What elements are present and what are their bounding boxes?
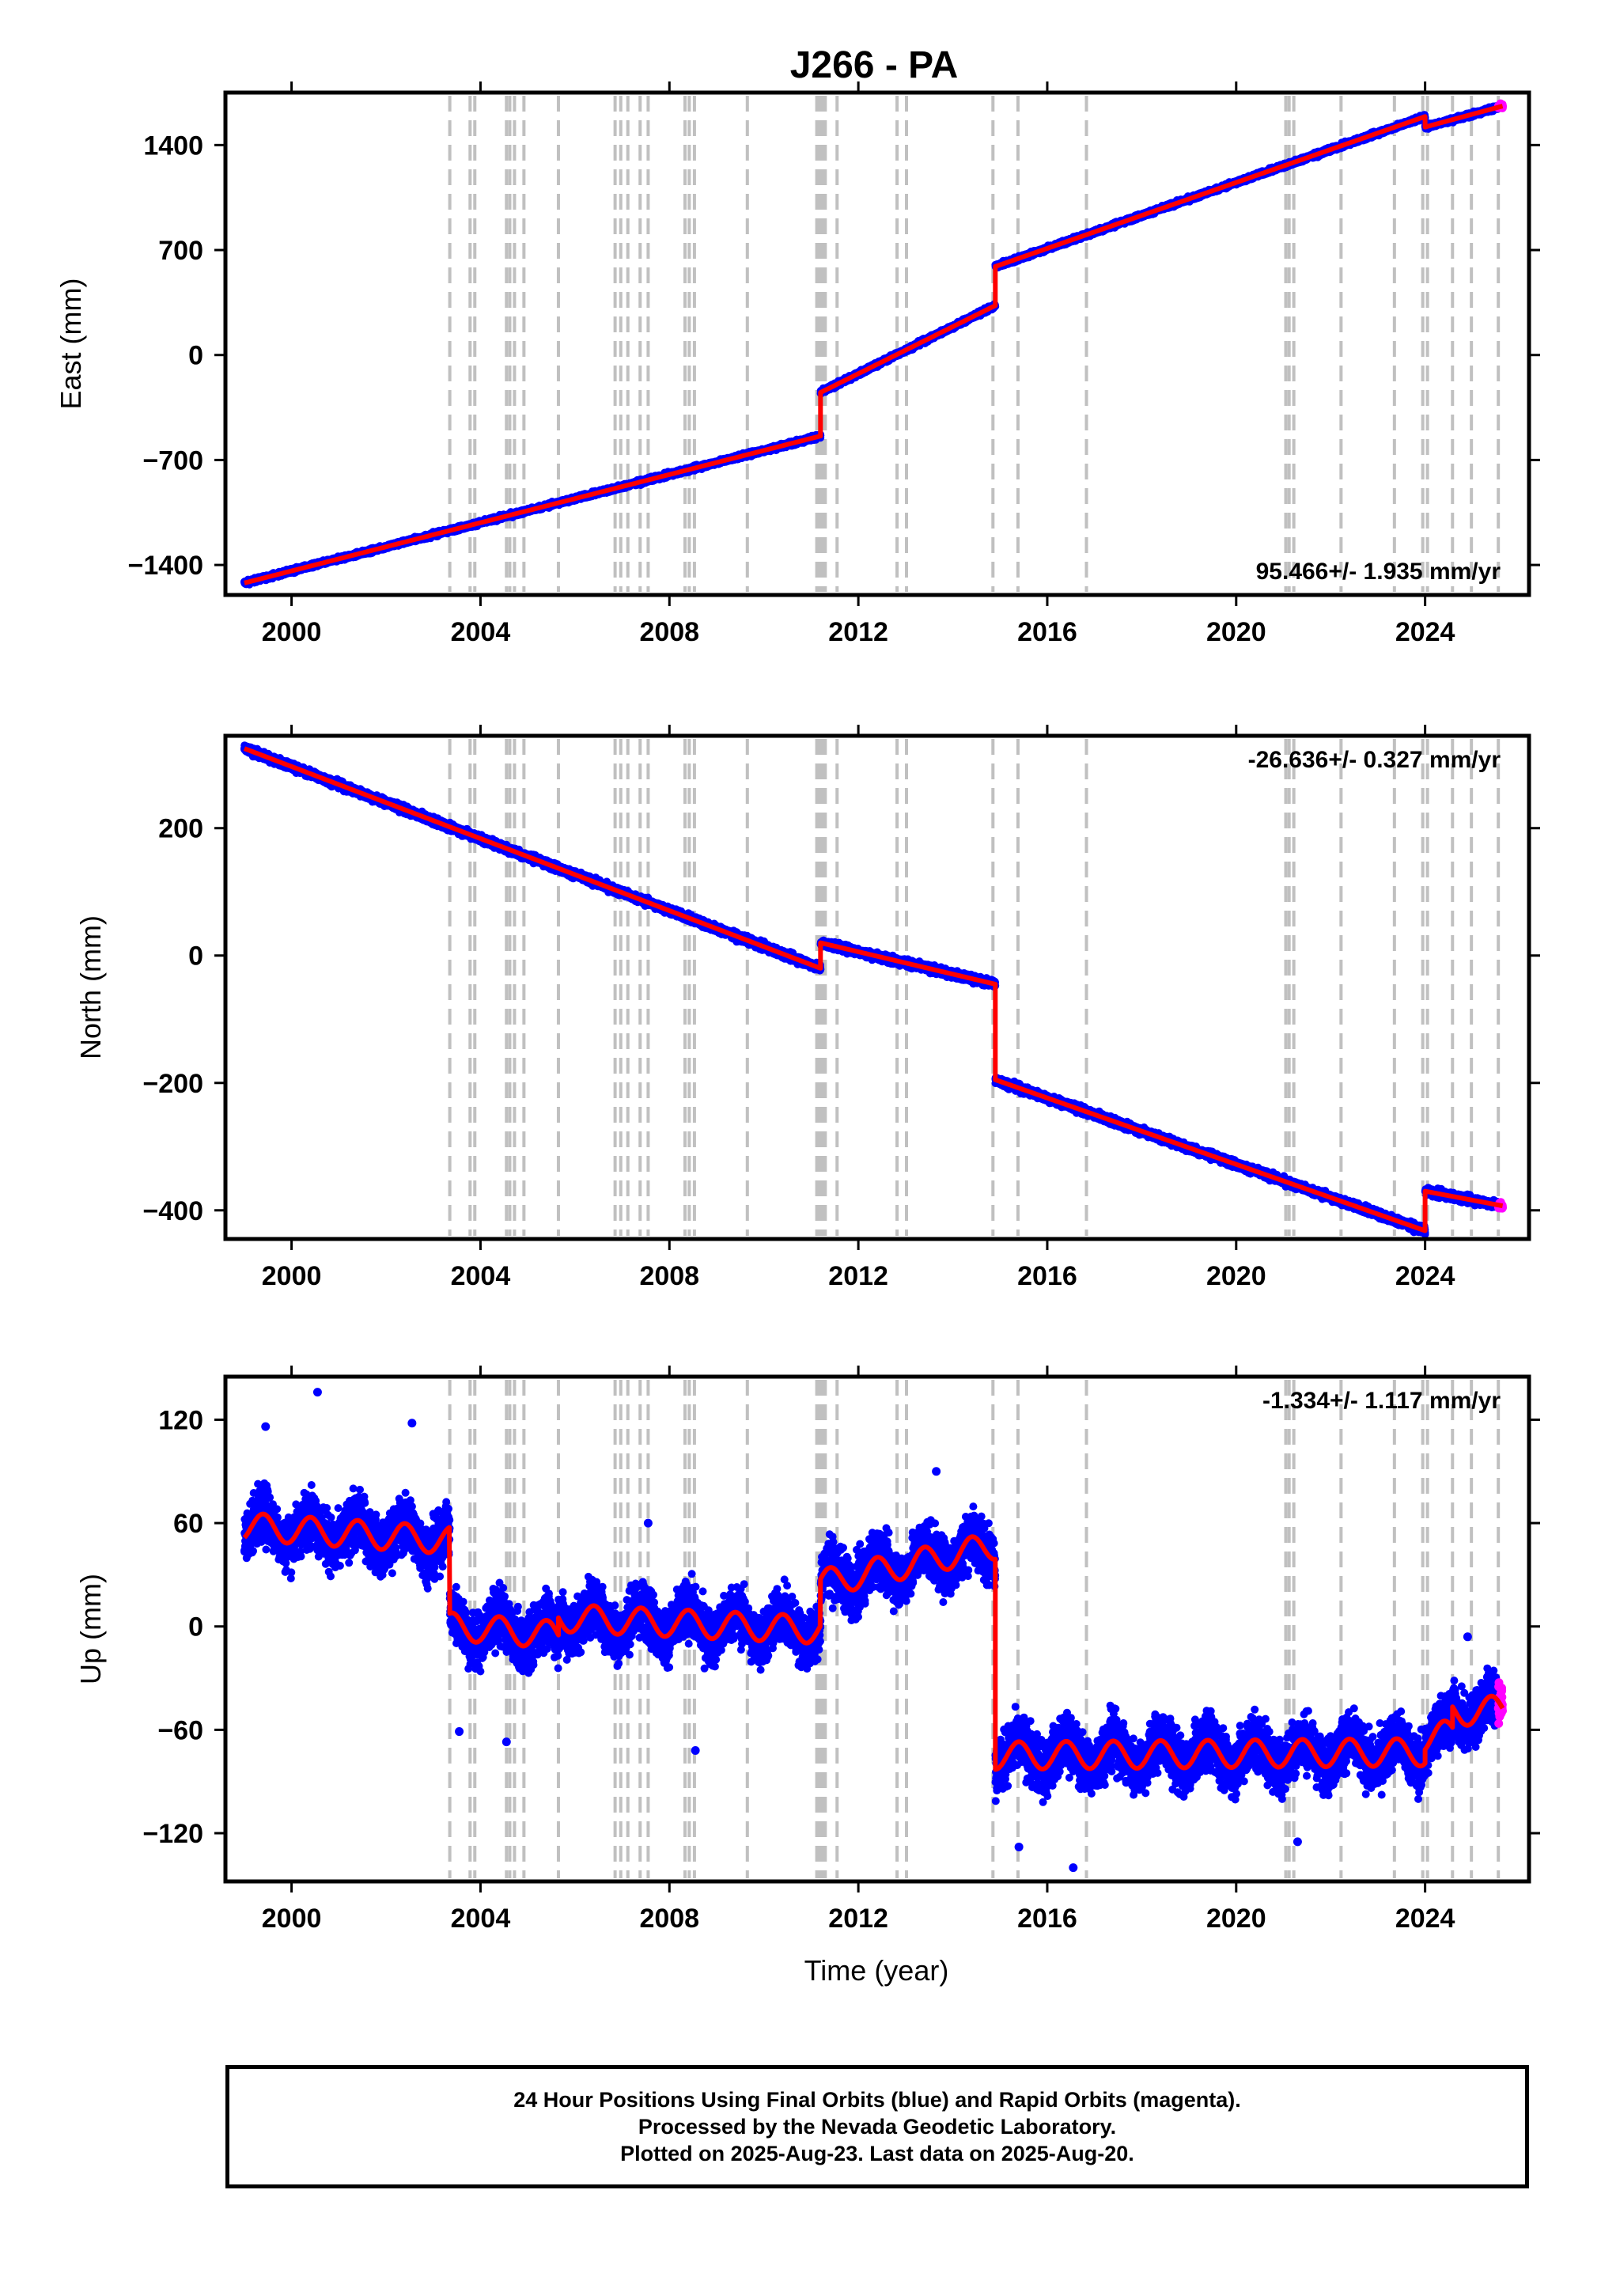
east-data-points xyxy=(240,99,1507,589)
east-panel: 2000 2004 2008 2012 2016 2020 2024−1400−700070… xyxy=(55,81,1540,647)
figure-title: J266 - PA xyxy=(790,44,959,86)
